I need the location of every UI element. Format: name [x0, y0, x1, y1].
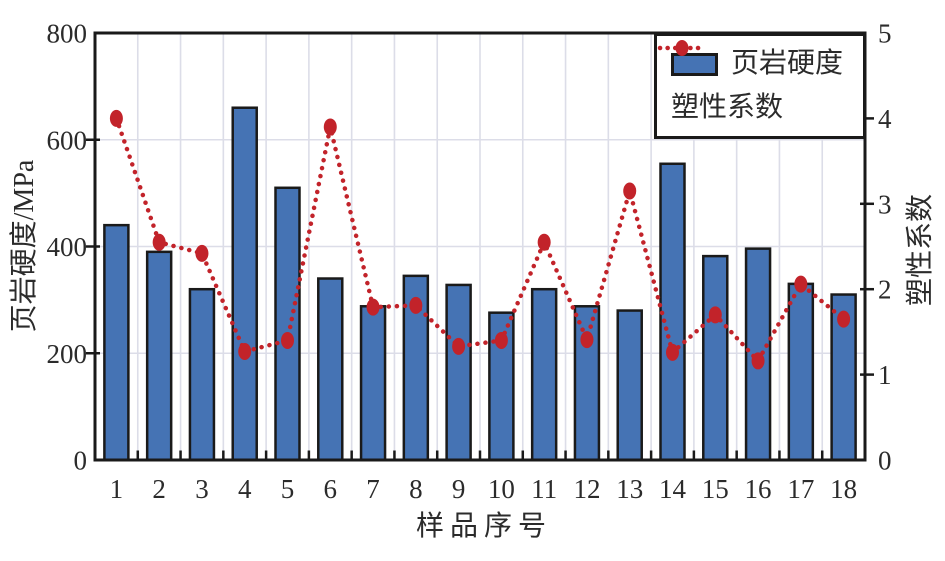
bar — [659, 162, 686, 462]
x-tick-label: 10 — [488, 474, 515, 504]
bar — [616, 309, 643, 462]
line-marker — [666, 343, 679, 361]
bar — [702, 254, 729, 462]
left-tick-label: 400 — [47, 232, 88, 262]
line-marker — [238, 343, 252, 361]
bar — [359, 305, 387, 462]
x-tick-label: 3 — [195, 474, 209, 504]
line-marker — [751, 352, 765, 370]
x-tick-label: 1 — [110, 474, 124, 504]
line-marker — [195, 244, 209, 262]
line-marker — [494, 331, 508, 349]
left-axis-title: 页岩硬度/MPa — [9, 159, 40, 333]
line-marker — [366, 298, 380, 316]
right-tick-label: 2 — [878, 275, 892, 305]
x-tick-label: 5 — [281, 474, 295, 504]
legend-label-line: 塑性系数 — [671, 91, 784, 123]
x-tick-label: 12 — [573, 474, 600, 504]
bar — [317, 277, 344, 462]
line-marker — [708, 306, 722, 324]
right-tick-label: 4 — [878, 104, 892, 134]
line-marker — [323, 118, 337, 136]
bar — [188, 287, 216, 462]
line-marker — [837, 310, 851, 328]
legend-item-bars: 页岩硬度 — [671, 47, 863, 81]
legend: 页岩硬度 塑性系数 — [654, 33, 866, 139]
bar-series-swatch-icon — [671, 52, 718, 76]
left-tick-label: 0 — [74, 446, 88, 476]
right-tick-label: 3 — [878, 189, 892, 219]
line-marker — [281, 331, 294, 349]
x-tick-label: 7 — [366, 474, 380, 504]
left-tick-label: 800 — [47, 19, 88, 49]
line-marker — [409, 296, 423, 314]
x-tick-label: 9 — [452, 474, 466, 504]
bar — [231, 106, 258, 462]
bar — [145, 250, 173, 462]
x-tick-label: 17 — [787, 474, 814, 504]
bar — [103, 223, 130, 462]
line-marker — [580, 331, 594, 349]
left-tick-label: 600 — [47, 125, 88, 155]
x-tick-label: 4 — [238, 474, 252, 504]
bar — [530, 287, 558, 462]
x-tick-label: 6 — [324, 474, 338, 504]
x-tick-label: 8 — [409, 474, 423, 504]
legend-label-bars: 页岩硬度 — [731, 48, 844, 80]
bar — [573, 305, 601, 462]
right-tick-label: 0 — [878, 446, 892, 476]
x-axis-title: 样品序号 — [415, 511, 553, 542]
legend-item-line: 塑性系数 — [657, 40, 863, 125]
bar — [787, 282, 815, 462]
left-tick-label: 200 — [47, 339, 88, 369]
line-marker — [794, 275, 808, 293]
line-marker — [109, 109, 123, 127]
x-tick-label: 14 — [659, 474, 687, 504]
x-tick-label: 16 — [745, 474, 772, 504]
line-marker — [537, 233, 551, 251]
line-marker — [152, 233, 166, 251]
right-axis-title: 塑性系数 — [905, 193, 936, 307]
line-marker — [623, 182, 637, 200]
x-tick-label: 15 — [702, 474, 729, 504]
x-tick-label: 13 — [616, 474, 643, 504]
line-marker — [452, 337, 466, 355]
bar — [445, 283, 472, 462]
dotted-line-marker-icon — [657, 40, 707, 56]
bar — [274, 186, 301, 462]
x-tick-label: 18 — [830, 474, 857, 504]
right-tick-label: 1 — [878, 360, 892, 390]
x-tick-label: 2 — [152, 474, 166, 504]
right-tick-label: 5 — [878, 19, 892, 49]
x-tick-label: 11 — [531, 474, 557, 504]
